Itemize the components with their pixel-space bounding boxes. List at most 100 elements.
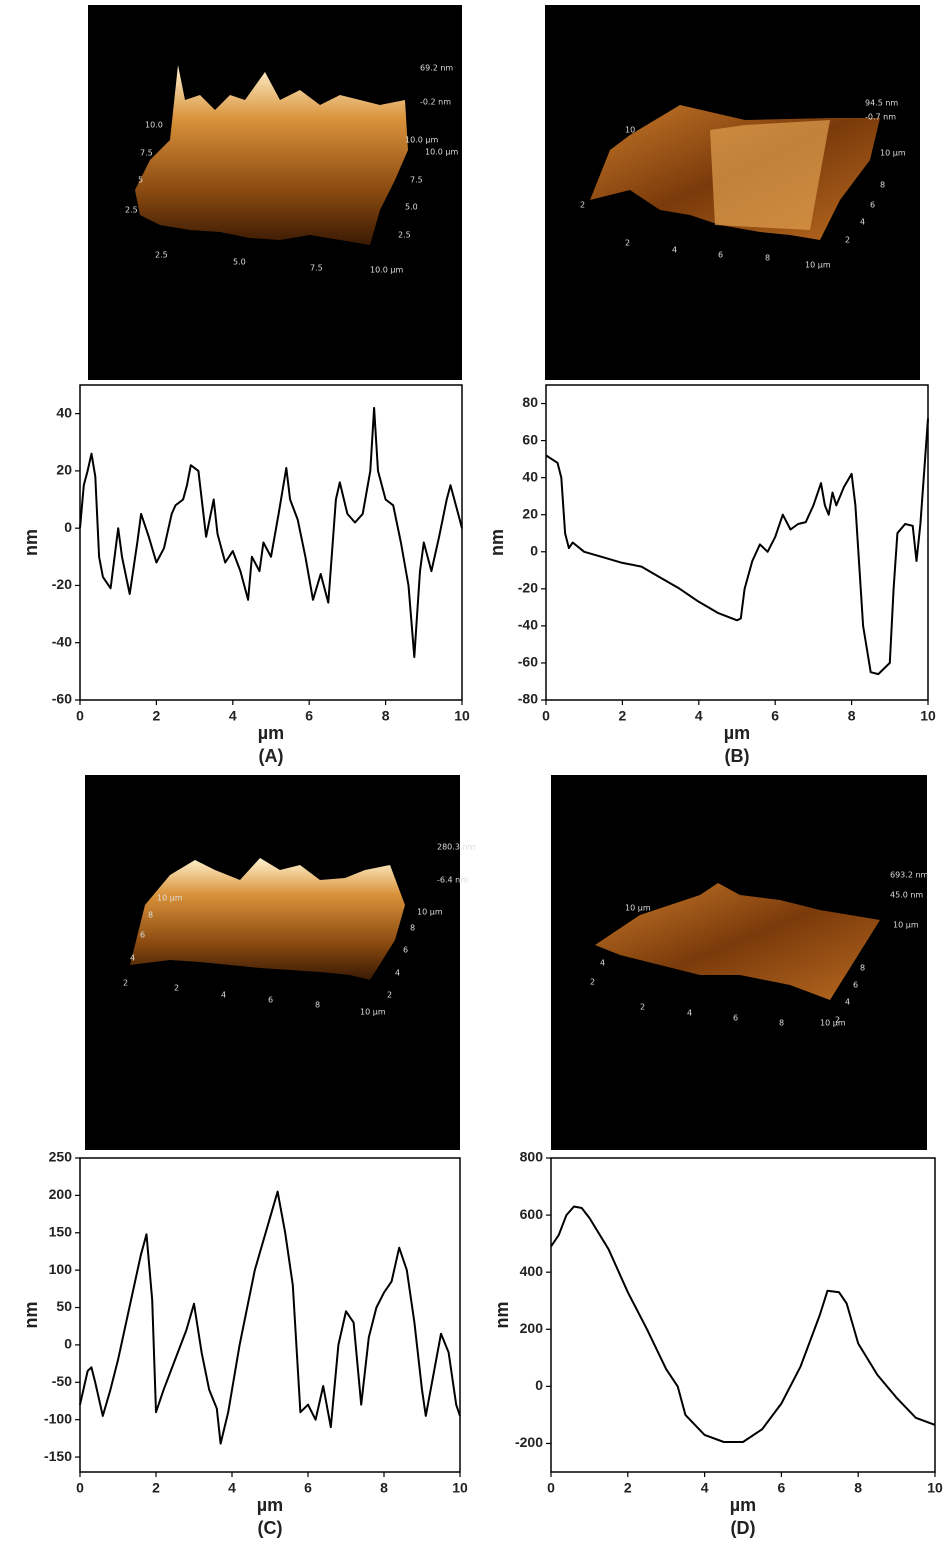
y-tick-label: 150 bbox=[49, 1223, 73, 1239]
afm-label: 4 bbox=[130, 954, 135, 963]
x-axis-label: µm bbox=[258, 723, 284, 743]
afm-label: 6 bbox=[718, 251, 723, 260]
afm-label: 10 µm bbox=[893, 921, 919, 930]
panel-label: (D) bbox=[731, 1518, 756, 1538]
y-tick-label: 100 bbox=[49, 1261, 73, 1277]
afm-label: 2 bbox=[640, 1003, 645, 1012]
y-tick-label: 60 bbox=[522, 431, 538, 447]
x-tick-label: 4 bbox=[229, 708, 237, 724]
afm-label: 2 bbox=[387, 991, 392, 1000]
y-tick-label: 40 bbox=[522, 468, 538, 484]
y-tick-label: -20 bbox=[52, 576, 72, 592]
afm-label: 10 µm bbox=[805, 261, 831, 270]
x-tick-label: 6 bbox=[304, 1480, 312, 1496]
afm-label: 2 bbox=[174, 984, 179, 993]
x-tick-label: 8 bbox=[380, 1480, 388, 1496]
afm-label: 10 µm bbox=[880, 149, 906, 158]
afm-label: 8 bbox=[779, 1019, 784, 1028]
afm-label: 10.0 µm bbox=[405, 136, 438, 145]
x-tick-label: 10 bbox=[454, 708, 470, 724]
y-tick-label: -60 bbox=[518, 654, 538, 670]
afm-label: 4 bbox=[845, 998, 850, 1007]
y-tick-label: 50 bbox=[56, 1298, 72, 1314]
afm-image-c bbox=[85, 775, 460, 1150]
afm-label: 8 bbox=[860, 964, 865, 973]
afm-label: 4 bbox=[672, 246, 677, 255]
afm-label: 10.0 bbox=[145, 121, 163, 130]
afm-label: 10 µm bbox=[820, 1019, 846, 1028]
afm-label: 8 bbox=[315, 1001, 320, 1010]
afm-label: 7.5 bbox=[140, 149, 153, 158]
afm-image-d bbox=[551, 775, 927, 1150]
plot-frame bbox=[79, 384, 463, 701]
x-tick-label: 6 bbox=[305, 708, 313, 724]
afm-label: 6 bbox=[140, 931, 145, 940]
x-tick-label: 6 bbox=[778, 1480, 786, 1496]
x-tick-label: 0 bbox=[542, 708, 550, 724]
afm-label: 280.3 nm bbox=[437, 843, 476, 852]
afm-label: 5.0 bbox=[233, 258, 246, 267]
afm-label: 6 bbox=[403, 946, 408, 955]
afm-label: 693.2 nm bbox=[890, 871, 929, 880]
afm-label: 94.5 nm bbox=[865, 99, 898, 108]
y-tick-label: 80 bbox=[522, 394, 538, 410]
x-tick-label: 2 bbox=[153, 708, 161, 724]
afm-label: 7.5 bbox=[310, 264, 323, 273]
afm-image-a bbox=[88, 5, 462, 380]
afm-label: -6.4 nm bbox=[437, 876, 468, 885]
x-tick-label: 8 bbox=[382, 708, 390, 724]
x-tick-label: 4 bbox=[228, 1480, 236, 1496]
line-series bbox=[550, 1205, 936, 1443]
x-tick-label: 2 bbox=[619, 708, 627, 724]
y-tick-label: 0 bbox=[64, 519, 72, 535]
x-axis-label: µm bbox=[730, 1495, 756, 1515]
y-tick-label: 200 bbox=[520, 1320, 544, 1336]
afm-label: 10.0 µm bbox=[370, 266, 403, 275]
y-axis-label: nm bbox=[487, 529, 507, 556]
afm-label: 4 bbox=[687, 1009, 692, 1018]
afm-label: 5.0 bbox=[405, 203, 418, 212]
x-axis-label: µm bbox=[724, 723, 750, 743]
afm-label: 2 bbox=[123, 979, 128, 988]
afm-label: 5 bbox=[138, 176, 143, 185]
afm-label: -0.7 nm bbox=[865, 113, 896, 122]
afm-label: 6 bbox=[870, 201, 875, 210]
afm-label: 8 bbox=[880, 181, 885, 190]
y-axis-label: nm bbox=[21, 1302, 41, 1329]
y-tick-label: 400 bbox=[520, 1263, 544, 1279]
y-tick-label: -100 bbox=[44, 1410, 72, 1426]
y-tick-label: -20 bbox=[518, 580, 538, 596]
afm-label: 2 bbox=[580, 201, 585, 210]
afm-label: 7.5 bbox=[410, 176, 423, 185]
plot-frame bbox=[550, 1157, 936, 1473]
line-series bbox=[545, 418, 929, 676]
panel-label: (A) bbox=[259, 746, 284, 766]
y-tick-label: -40 bbox=[52, 633, 72, 649]
afm-label: 4 bbox=[221, 991, 226, 1000]
x-tick-label: 10 bbox=[920, 708, 936, 724]
x-tick-label: 0 bbox=[76, 1480, 84, 1496]
y-tick-label: 0 bbox=[64, 1336, 72, 1352]
afm-label: 10 µm bbox=[360, 1008, 386, 1017]
y-tick-label: 250 bbox=[49, 1149, 73, 1165]
afm-label: 10 bbox=[625, 126, 635, 135]
afm-label: 6 bbox=[733, 1014, 738, 1023]
afm-label: 2.5 bbox=[155, 251, 168, 260]
plot-frame bbox=[545, 384, 929, 701]
x-tick-label: 6 bbox=[771, 708, 779, 724]
x-tick-label: 8 bbox=[848, 708, 856, 724]
afm-label: 10 µm bbox=[625, 904, 651, 913]
y-tick-label: -200 bbox=[515, 1434, 543, 1450]
y-axis-label: nm bbox=[492, 1302, 512, 1329]
afm-label: 8 bbox=[765, 254, 770, 263]
y-tick-label: 200 bbox=[49, 1186, 73, 1202]
line-series bbox=[79, 406, 463, 658]
afm-image-b bbox=[545, 5, 920, 380]
afm-label: 2.5 bbox=[125, 206, 138, 215]
afm-label: 2.5 bbox=[398, 231, 411, 240]
x-tick-label: 10 bbox=[927, 1480, 943, 1496]
x-tick-label: 10 bbox=[452, 1480, 468, 1496]
y-tick-label: 20 bbox=[56, 462, 72, 478]
y-tick-label: -80 bbox=[518, 691, 538, 707]
